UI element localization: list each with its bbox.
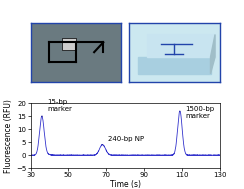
Text: 240-bp NP: 240-bp NP — [102, 136, 144, 145]
Bar — [62, 38, 76, 50]
Y-axis label: Fluorescence (RFU): Fluorescence (RFU) — [4, 99, 13, 173]
Polygon shape — [211, 34, 215, 74]
X-axis label: Time (s): Time (s) — [110, 180, 141, 189]
Polygon shape — [138, 57, 211, 74]
Text: 1500-bp
marker: 1500-bp marker — [180, 106, 215, 119]
Polygon shape — [147, 34, 215, 57]
Text: 15-bp
marker: 15-bp marker — [42, 99, 72, 116]
